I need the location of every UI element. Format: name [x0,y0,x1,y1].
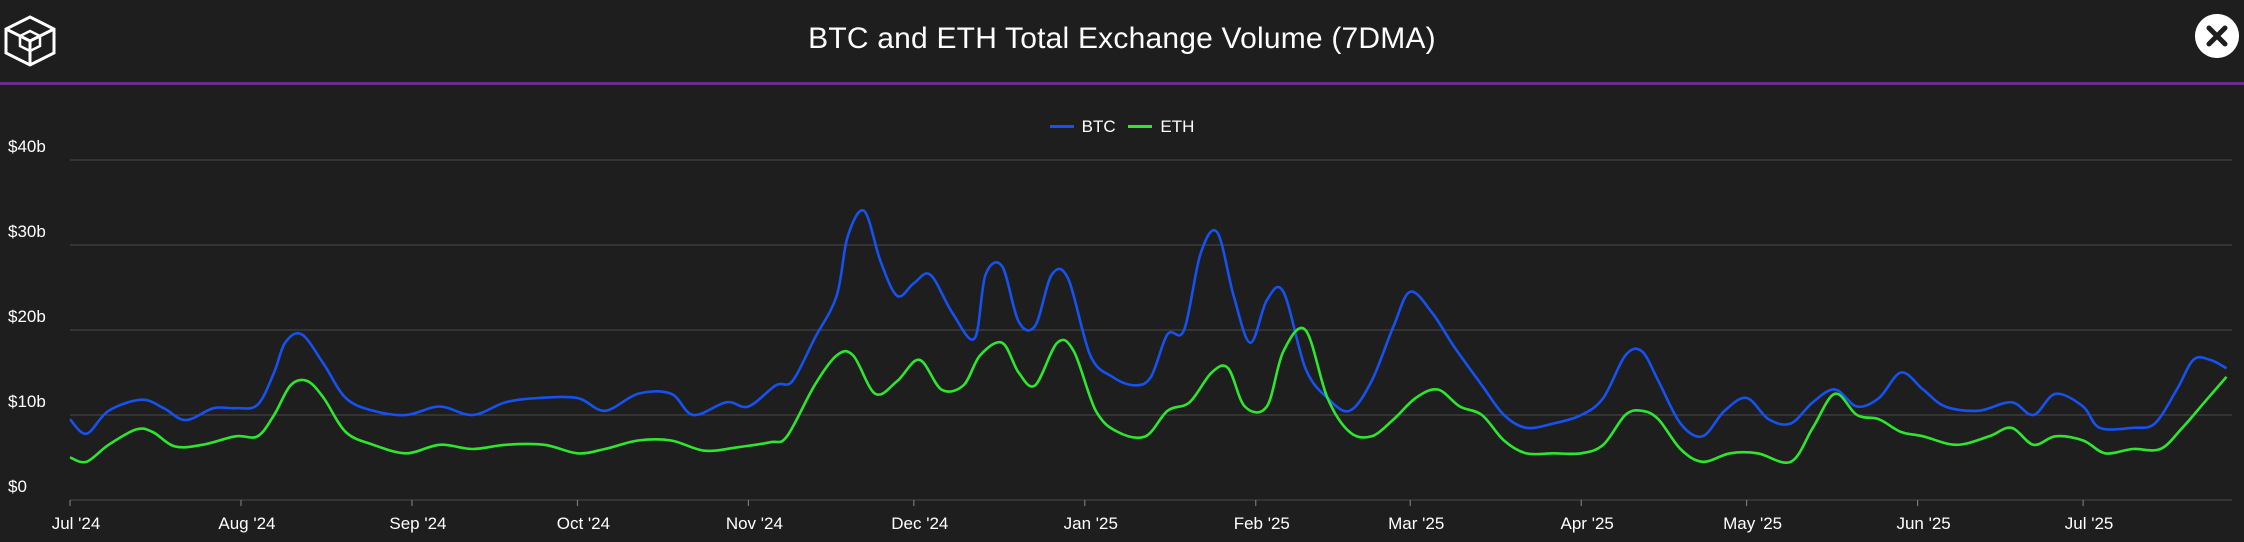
y-tick-label: $0 [8,477,27,496]
legend-label-eth: ETH [1160,116,1195,136]
chart-legend: BTC ETH [0,113,2244,137]
page-title: BTC and ETH Total Exchange Volume (7DMA) [808,22,1436,55]
series-line-btc[interactable] [69,209,2228,439]
close-icon[interactable] [2195,14,2239,58]
legend-label-btc: BTC [1081,116,1116,136]
legend-swatch-btc [1049,125,1074,128]
x-tick-label: Sep '24 [389,514,446,533]
x-tick-label: Oct '24 [557,514,610,533]
x-tick-label: Jun '25 [1896,514,1950,533]
header: BTC and ETH Total Exchange Volume (7DMA) [0,0,2244,82]
x-tick-label: Nov '24 [726,514,783,533]
y-tick-label: $10b [8,392,46,411]
y-tick-label: $20b [8,307,46,326]
x-tick-label: Aug '24 [218,514,275,533]
y-tick-label: $40b [8,137,46,156]
x-tick-label: Jan '25 [1064,514,1118,533]
legend-item-eth[interactable]: ETH [1128,117,1194,137]
x-tick-label: Dec '24 [891,514,948,533]
x-tick-label: Feb '25 [1234,514,1290,533]
legend-item-btc[interactable]: BTC [1049,116,1116,137]
x-tick-label: Jul '25 [2065,514,2114,533]
x-tick-label: Jul '24 [52,514,101,533]
x-tick-label: Apr '25 [1561,514,1614,533]
series-line-eth[interactable] [69,326,2228,464]
y-tick-label: $30b [8,222,46,241]
x-tick-label: Mar '25 [1388,514,1444,533]
x-tick-label: May '25 [1723,514,1782,533]
cube-logo-icon[interactable] [0,13,60,69]
legend-swatch-eth [1128,125,1153,128]
header-divider [0,82,2244,85]
